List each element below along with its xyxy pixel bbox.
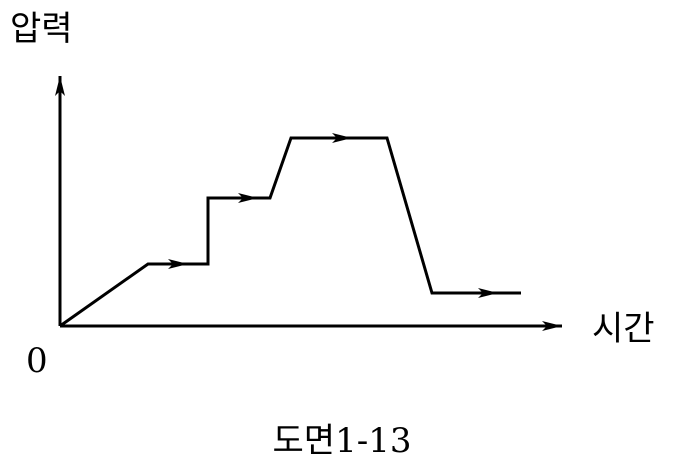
x-axis-label: 시간 (592, 309, 655, 349)
pressure-curve (59, 136, 521, 328)
y-axis-label: 압력 (10, 9, 73, 49)
origin-label: 0 (26, 341, 48, 381)
caption: 도면1-13 (273, 421, 412, 461)
